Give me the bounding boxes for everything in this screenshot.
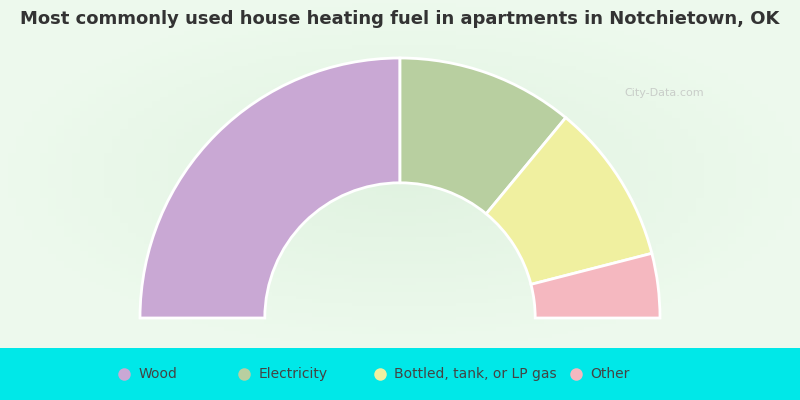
Wedge shape [140, 58, 400, 318]
Wedge shape [531, 253, 660, 318]
Text: City-Data.com: City-Data.com [624, 88, 704, 98]
Text: Most commonly used house heating fuel in apartments in Notchietown, OK: Most commonly used house heating fuel in… [20, 10, 780, 28]
Text: Bottled, tank, or LP gas: Bottled, tank, or LP gas [394, 367, 557, 381]
Wedge shape [486, 118, 652, 284]
Text: Other: Other [590, 367, 630, 381]
Text: Wood: Wood [138, 367, 178, 381]
Wedge shape [400, 58, 566, 214]
Text: Electricity: Electricity [258, 367, 327, 381]
